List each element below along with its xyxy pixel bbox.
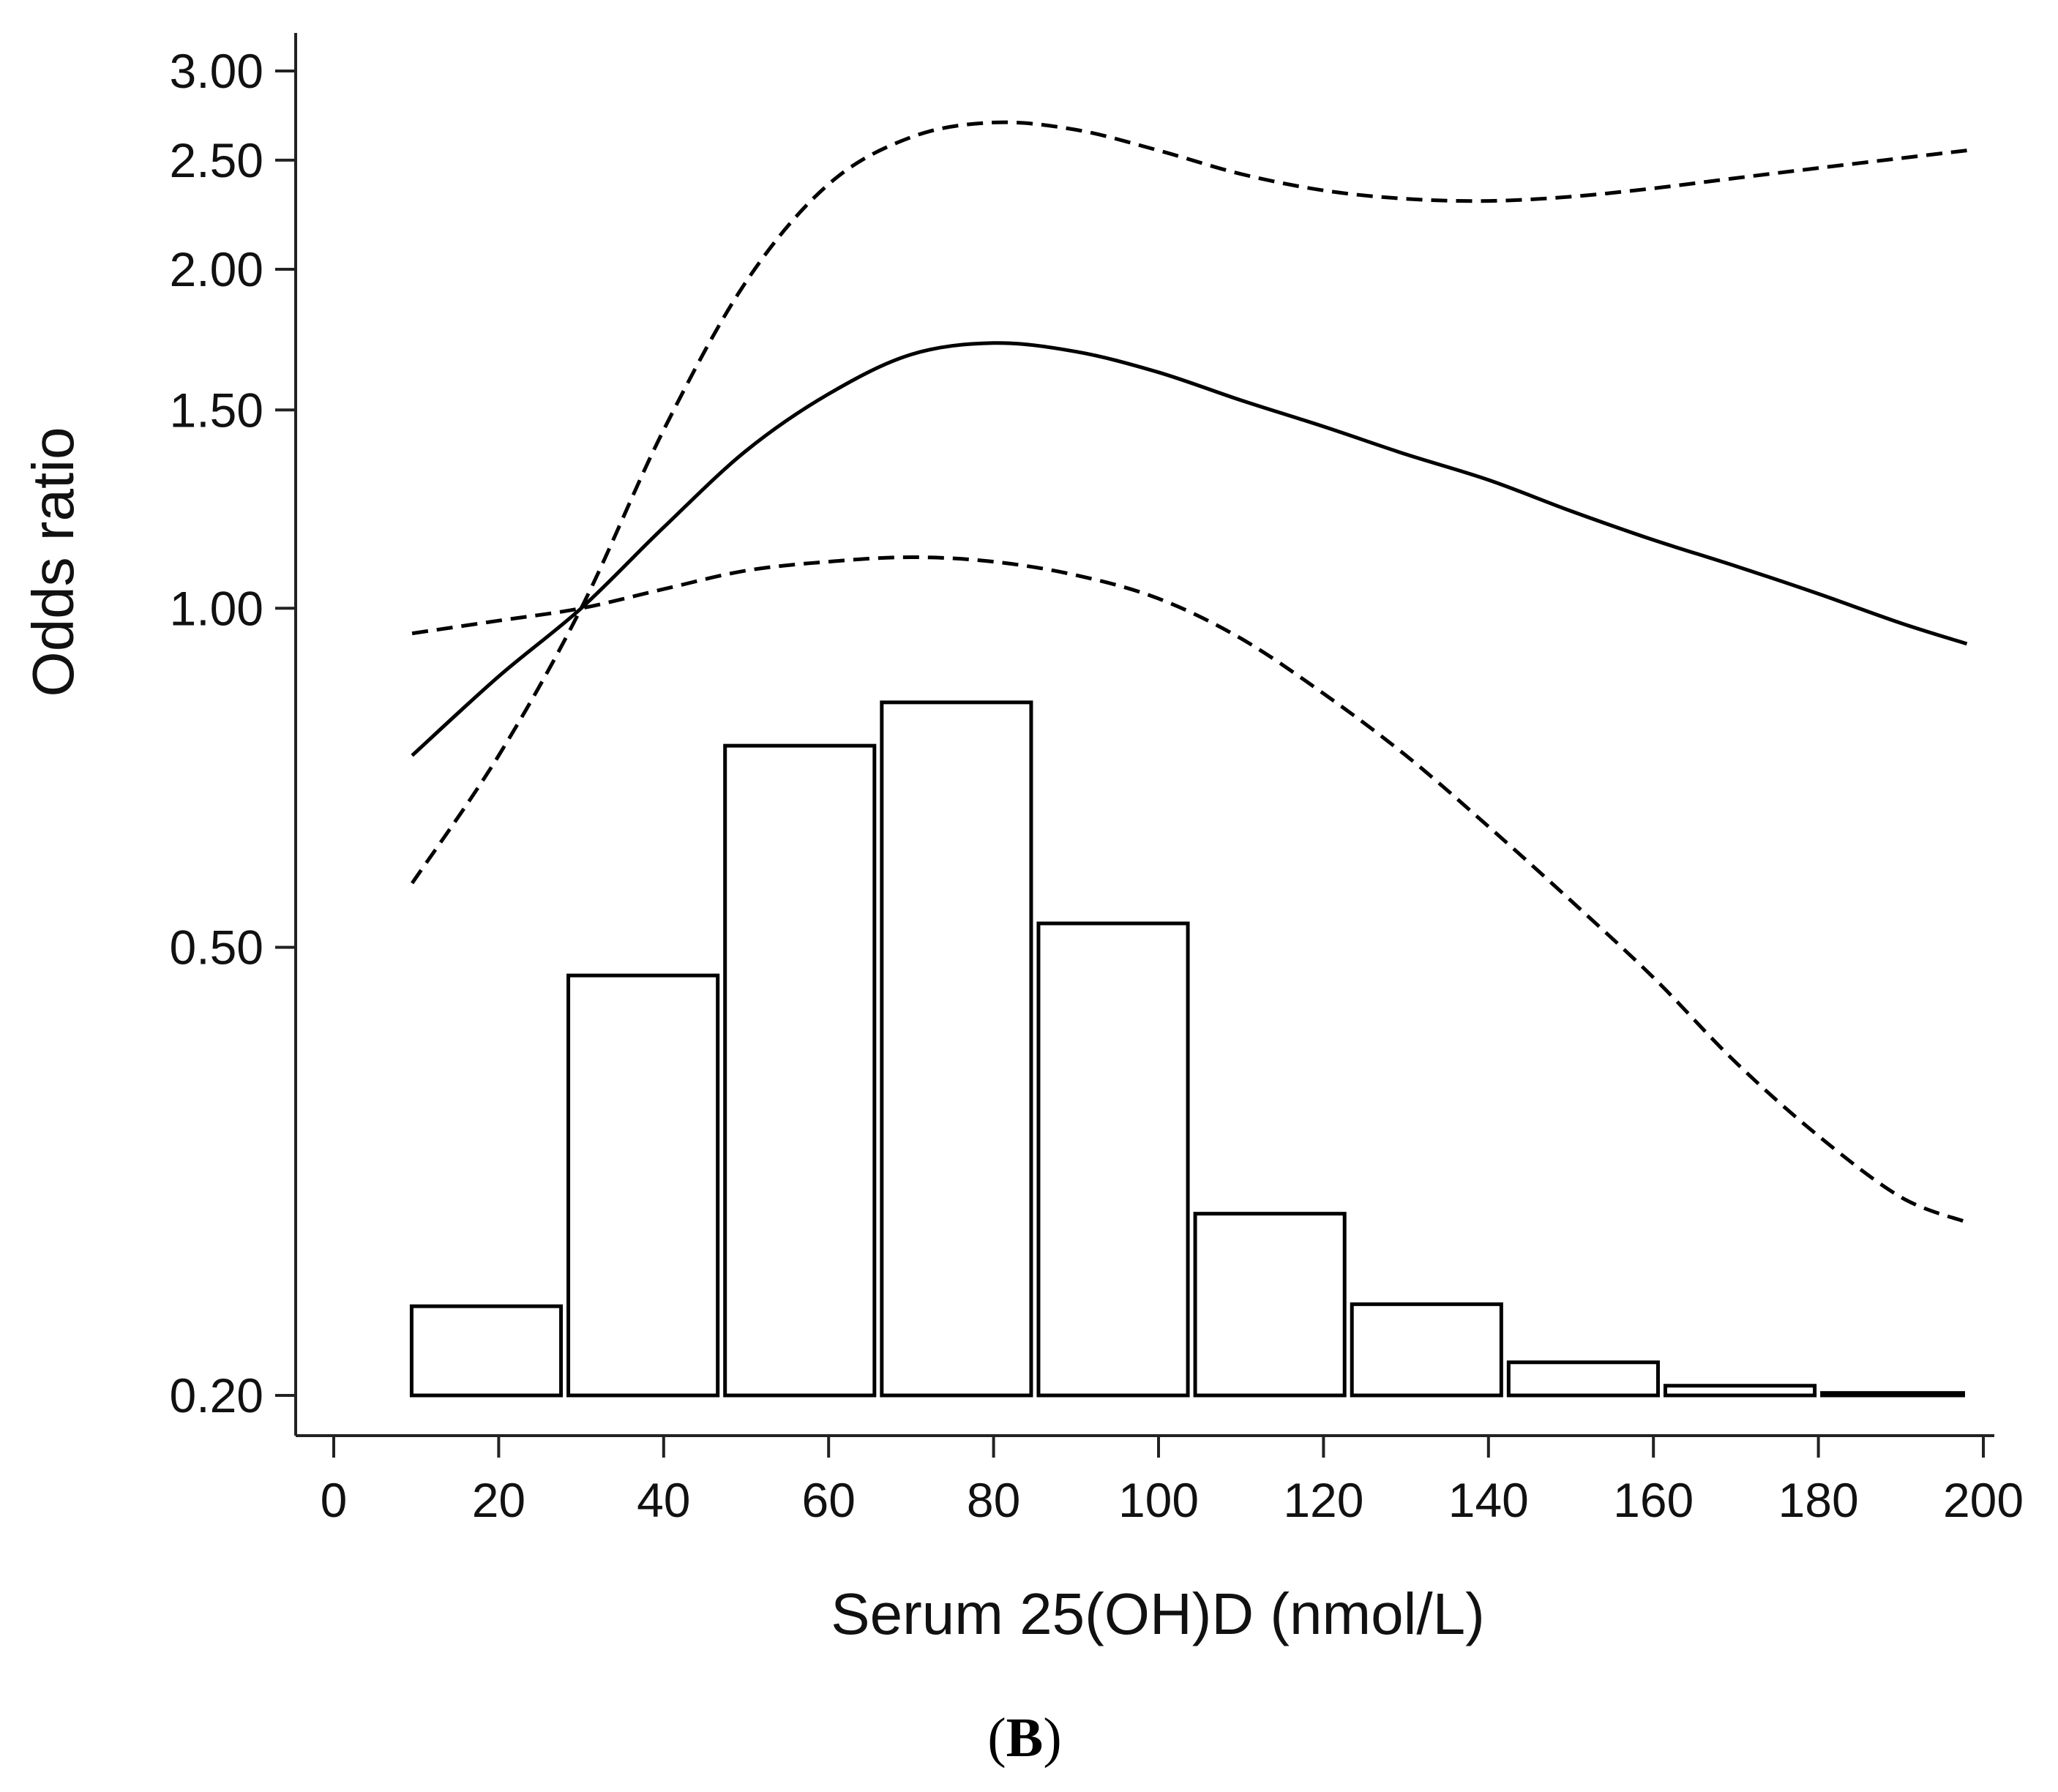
axes: [294, 33, 1994, 1437]
y-tick-label: 1.00: [170, 581, 263, 635]
histogram-bar: [1036, 921, 1190, 1398]
x-axis-title: Serum 25(OH)D (nmol/L): [831, 1581, 1485, 1646]
y-tick-label: 3.00: [170, 44, 263, 98]
histogram-bar: [1506, 1360, 1660, 1398]
panel-label: (B): [987, 1707, 1061, 1769]
panel-label-close: ): [1043, 1707, 1061, 1769]
histogram-bar: [880, 700, 1033, 1398]
panel-label-open: (: [987, 1707, 1006, 1769]
histogram-bar: [723, 743, 877, 1398]
upper-ci-curve: [411, 120, 1967, 885]
histogram-bar: [1663, 1384, 1817, 1398]
histogram-bar: [409, 1304, 564, 1398]
x-tick-label: 40: [637, 1473, 690, 1527]
y-tick-label: 2.50: [170, 133, 263, 187]
x-tick-label: 200: [1943, 1473, 2024, 1527]
y-axis-title: Odds ratio: [20, 427, 86, 697]
x-tick-label: 100: [1118, 1473, 1199, 1527]
histogram-bar: [1350, 1302, 1503, 1398]
y-tick-label: 2.00: [170, 242, 263, 296]
curves: [411, 120, 1968, 1224]
y-tick-label: 0.50: [170, 921, 263, 975]
panel-label-letter: B: [1006, 1707, 1044, 1769]
y-tick-label: 1.50: [170, 383, 263, 437]
histogram: [409, 700, 1965, 1398]
x-tick-label: 60: [801, 1473, 855, 1527]
lower-ci-curve: [411, 555, 1968, 1224]
x-tick-label: 0: [321, 1473, 348, 1527]
x-tick-label: 80: [967, 1473, 1020, 1527]
x-axis-ticks: 0 20 40 60 80 100 120 140 160 180 200: [321, 1436, 2024, 1527]
y-axis-ticks: 0.20 0.50 1.00 1.50 2.00 2.50 3.00: [170, 44, 296, 1422]
histogram-bar: [1820, 1391, 1965, 1398]
x-tick-label: 140: [1448, 1473, 1529, 1527]
histogram-bar: [1193, 1212, 1347, 1398]
odds-ratio-curve: [411, 341, 1968, 757]
x-tick-label: 20: [472, 1473, 525, 1527]
x-tick-label: 180: [1778, 1473, 1859, 1527]
histogram-bar: [566, 973, 720, 1398]
y-tick-label: 0.20: [170, 1368, 263, 1422]
x-tick-label: 160: [1613, 1473, 1694, 1527]
x-tick-label: 120: [1283, 1473, 1363, 1527]
